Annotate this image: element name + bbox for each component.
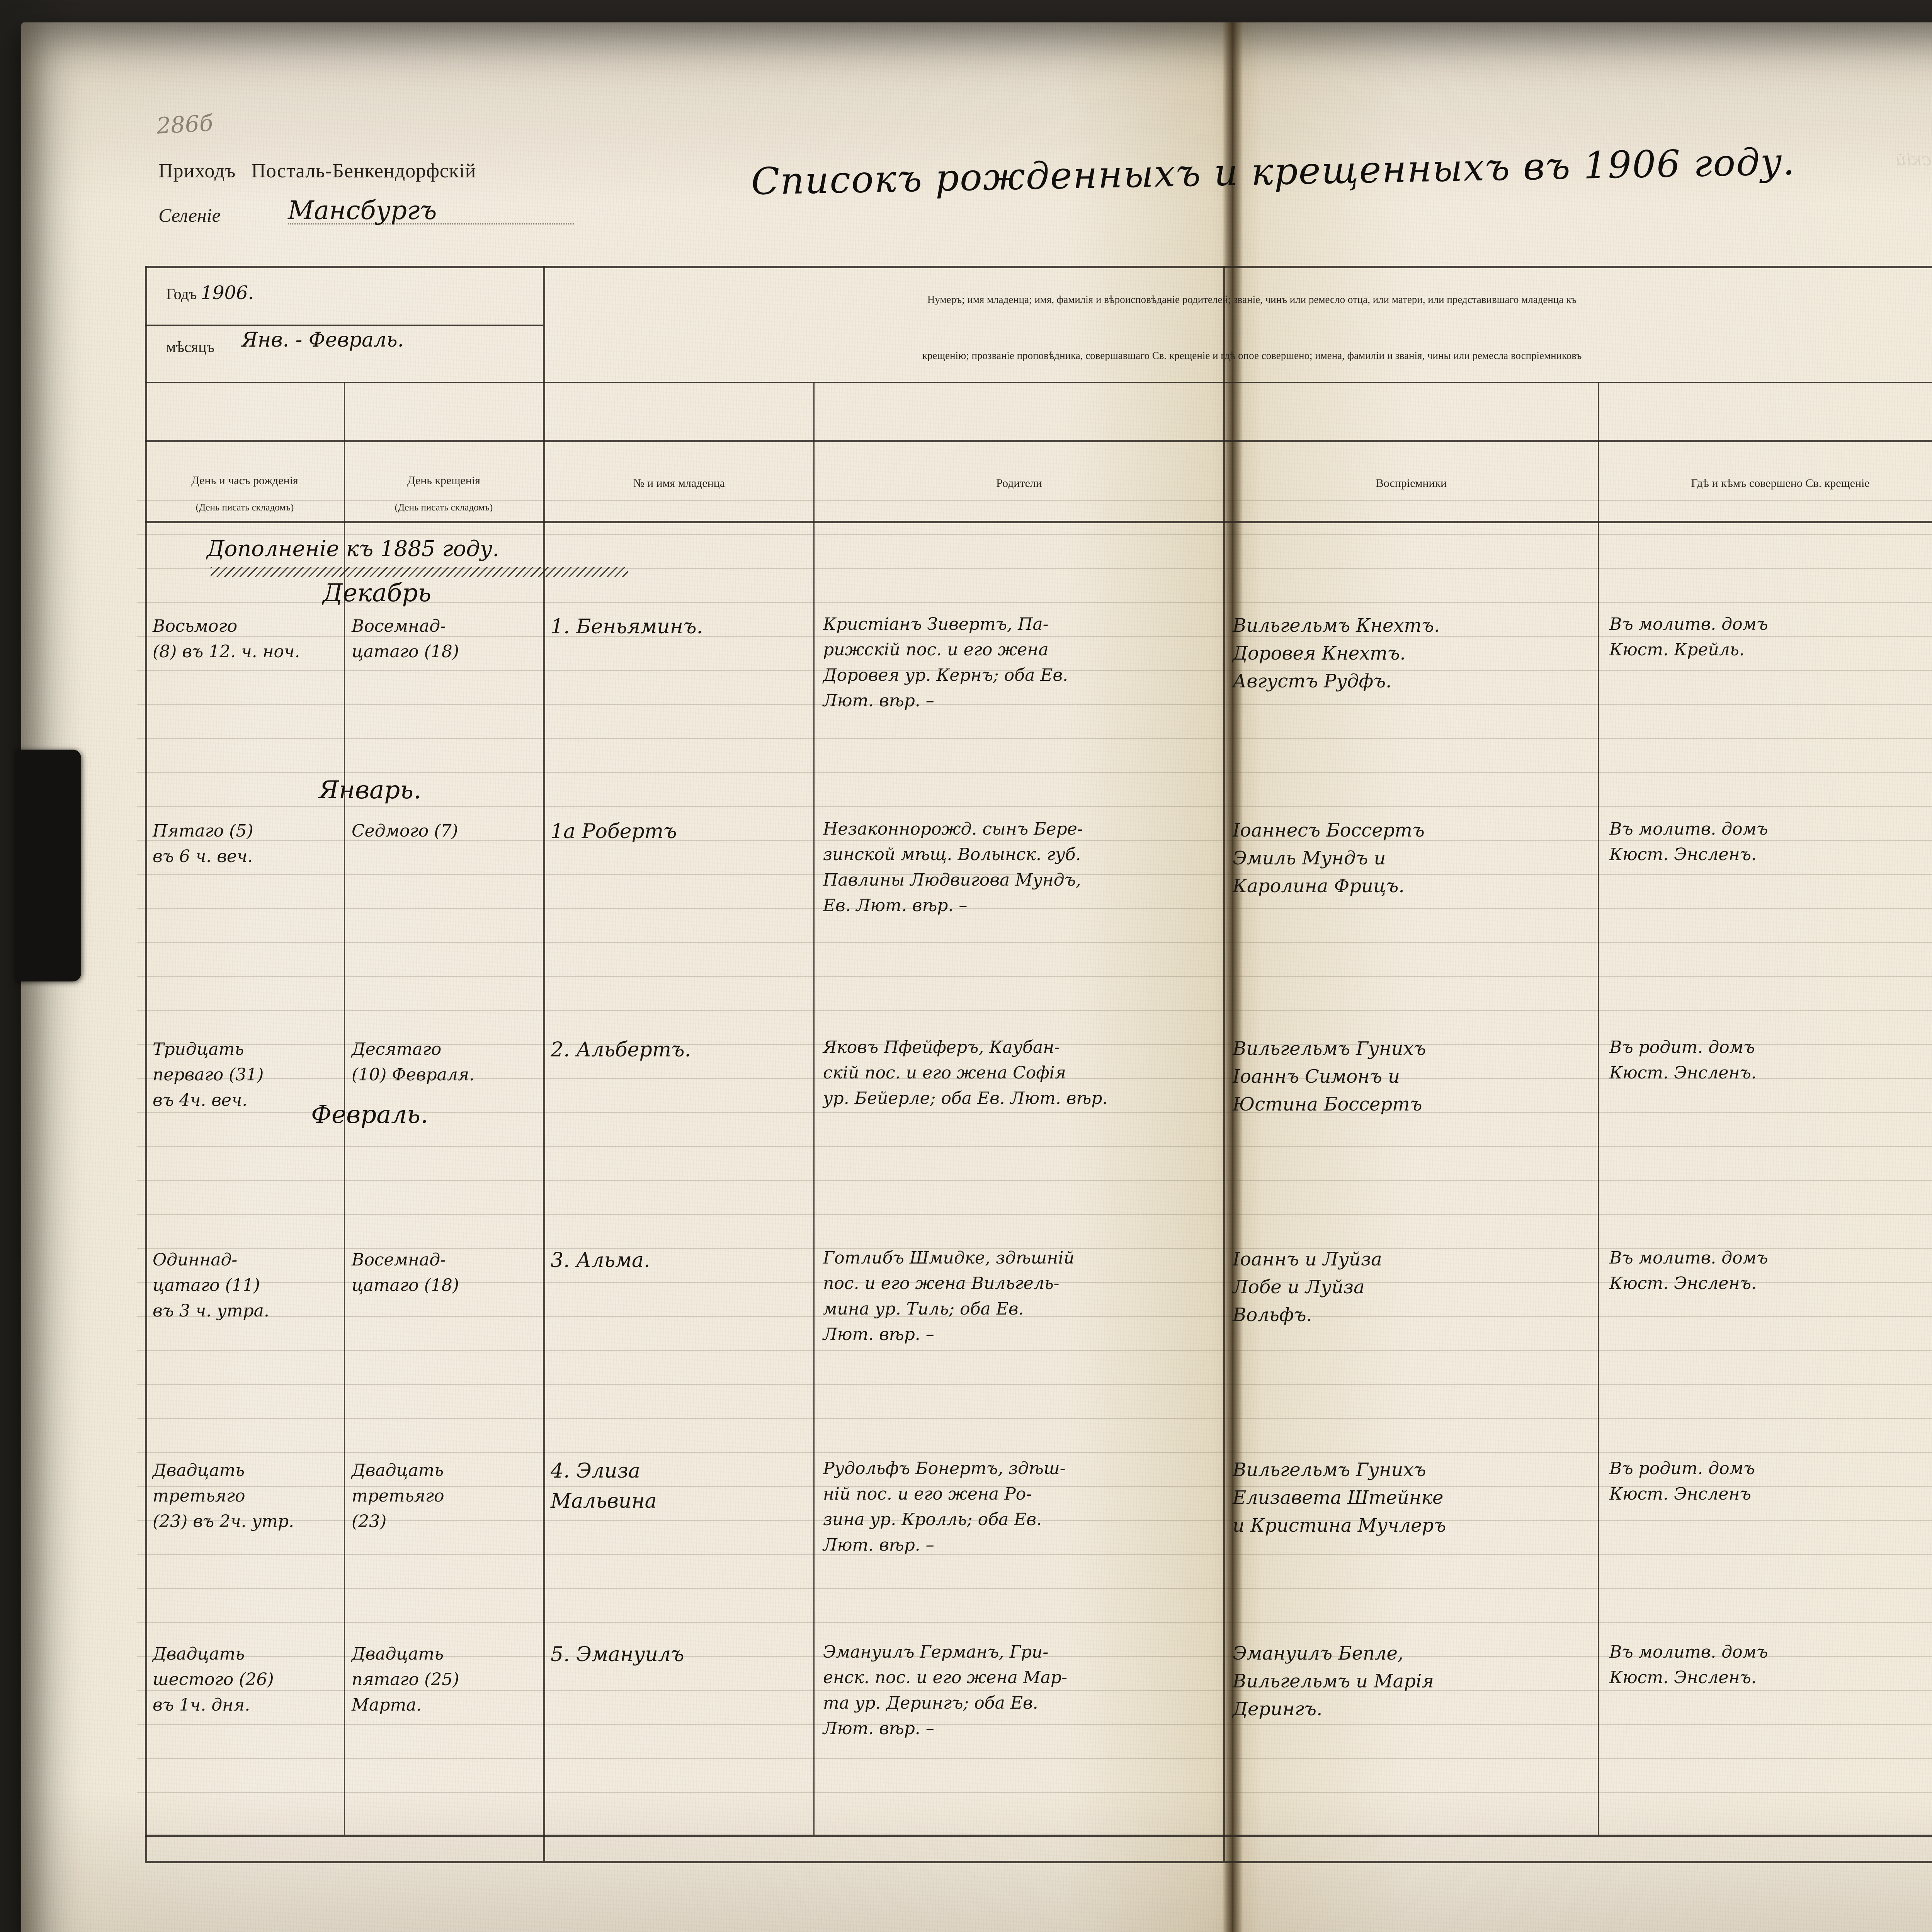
cell-place: Въ молитв. домъ Кюст. Энсленъ. — [1609, 1248, 1768, 1293]
register-table: Годъ 1906. мѣсяцъ Янв. - Февраль. Нумеръ… — [145, 266, 1932, 1863]
col-divider — [1598, 382, 1599, 1835]
col-divider — [813, 382, 815, 1835]
cell-child-name: 1а Робертъ — [551, 820, 677, 843]
section-heading-january: Январь. — [319, 776, 422, 804]
col-header-baptism-day: День крещенія — [346, 442, 541, 519]
cell-baptism-day: Седмого (7) — [352, 821, 458, 841]
cell-baptism-day: Восемнад- цатаго (18) — [352, 616, 459, 662]
spine-line — [1232, 69, 1233, 1932]
book-spread: Приходъ Посталь-Бенкендорфскій Селеніе М… — [21, 22, 1932, 1932]
village-dotted-rule — [288, 223, 574, 224]
totals-rule — [145, 1835, 1932, 1837]
page-title: Списокъ рожденныхъ и крещенныхъ въ 1906 … — [750, 140, 1796, 203]
month-value: Янв. - Февраль. — [242, 328, 404, 352]
cell-parents: Незаконнорожд. сынъ Бере- зинской мѣщ. В… — [823, 819, 1083, 915]
col-header-place: Гдѣ и кѣмъ совершено Св. крещеніе — [1691, 476, 1870, 490]
cell-parents: Кристіанъ Зивертъ, Па- рижскій пос. и ег… — [823, 614, 1068, 711]
cell-birth-day: Пятаго (5) въ 6 ч. веч. — [153, 821, 253, 866]
col-header-godparents: Воспріемники — [1376, 476, 1447, 490]
cell-place: Въ молитв. домъ Кюст. Энсленъ. — [1609, 1642, 1768, 1687]
cell-child-name: 4. Элиза Мальвина — [551, 1459, 657, 1513]
cell-godparents: Іоаннъ и Луйза Лобе и Луйза Вольфъ. — [1233, 1248, 1382, 1326]
parish-line: Приходъ Посталь-Бенкендорфскій — [158, 160, 476, 182]
header-rule — [145, 325, 543, 326]
group-header-line-2: крещенію; прозваніе проповѣдника, соверш… — [922, 350, 1582, 362]
table-bottom-border — [145, 1861, 1932, 1863]
header-bottom-border — [145, 521, 1932, 523]
col-header-label: День крещенія — [407, 474, 480, 487]
col-header-baptism-day-note: (День писать складомъ) — [395, 502, 493, 513]
table-top-border — [145, 266, 1932, 268]
month-label: мѣсяцъ — [166, 338, 215, 355]
cell-child-name: 5. Эмануилъ — [551, 1643, 684, 1666]
cell-place: Въ молитв. домъ Кюст. Энсленъ. — [1609, 819, 1768, 864]
col-divider — [344, 382, 345, 1835]
header-rule — [145, 382, 1932, 383]
cell-baptism-day: Двадцать пятаго (25) Марта. — [352, 1644, 459, 1715]
cell-birth-day: Восьмого (8) въ 12. ч. ноч. — [153, 616, 300, 662]
section-heading-february: Февраль. — [311, 1100, 429, 1129]
cell-parents: Яковъ Пфейферъ, Каубан- скій пос. и его … — [823, 1037, 1108, 1108]
parish-name: Посталь-Бенкендорфскій — [251, 160, 476, 182]
col-header-birth-day-note: (День писать складомъ) — [196, 502, 294, 513]
year-value: 1906. — [201, 282, 254, 304]
section-heading-december: Декабрь — [323, 579, 432, 607]
cell-parents: Эмануилъ Германъ, Гри- енск. пос. и его … — [823, 1642, 1068, 1738]
cell-godparents: Эмануилъ Бепле, Вильгельмъ и Марія Дерин… — [1233, 1643, 1434, 1720]
cell-godparents: Вильгельмъ Гунихъ Елизавета Штейнке и Кр… — [1233, 1459, 1446, 1536]
cell-birth-day: Тридцать перваго (31) въ 4ч. веч. — [153, 1039, 264, 1110]
year-label: Годъ — [166, 285, 197, 303]
table-left-border — [145, 266, 147, 1861]
cell-place: Въ молитв. домъ Кюст. Крейль. — [1609, 614, 1768, 660]
cell-child-name: 1. Беньяминъ. — [551, 615, 703, 638]
col-header-birth-day: День и часъ рожденія — [147, 442, 342, 519]
col-divider — [543, 266, 545, 1861]
cell-godparents: Вильгельмъ Кнехтъ. Доровея Кнехтъ. Авгус… — [1233, 615, 1440, 692]
cell-baptism-day: Двадцать третьяго (23) — [352, 1461, 444, 1531]
cell-birth-day: Одиннад- цатаго (11) въ 3 ч. утра. — [153, 1250, 269, 1321]
parish-label: Приходъ — [158, 160, 236, 182]
cell-godparents: Іоаннесъ Боссертъ Эмиль Мундъ и Каролина… — [1233, 820, 1425, 897]
col-header-label: День и часъ рожденія — [191, 474, 298, 487]
cell-child-name: 3. Альма. — [551, 1249, 650, 1272]
cell-baptism-day: Восемнад- цатаго (18) — [352, 1250, 459, 1295]
page-clamp — [15, 750, 81, 981]
cell-baptism-day: Десятаго (10) Февраля. — [352, 1039, 475, 1085]
cell-place: Въ родит. домъ Кюст. Энсленъ. — [1609, 1037, 1757, 1083]
cell-birth-day: Двадцать шестого (26) въ 1ч. дня. — [153, 1644, 274, 1715]
group-header-line-1: Нумеръ; имя младенца; имя, фамилія и вѣр… — [927, 294, 1577, 306]
cell-birth-day: Двадцать третьяго (23) въ 2ч. утр. — [153, 1461, 294, 1531]
cell-place: Въ родит. домъ Кюст. Энсленъ — [1609, 1459, 1755, 1504]
section-underline-squiggle — [211, 567, 628, 577]
year-field: Годъ 1906. — [166, 282, 254, 304]
cell-child-name: 2. Альбертъ. — [551, 1038, 691, 1061]
col-header-parents: Родители — [996, 476, 1042, 490]
village-label: Селеніе — [158, 204, 221, 226]
cell-godparents: Вильгельмъ Гунихъ Іоаннъ Симонъ и Юстина… — [1233, 1038, 1426, 1115]
cell-parents: Готлибъ Шмидке, здѣшній пос. и его жена … — [823, 1248, 1075, 1344]
archival-pencil-note: 286б — [156, 110, 214, 139]
cell-parents: Рудольфъ Бонертъ, здѣш- ній пос. и его ж… — [823, 1459, 1066, 1555]
section-heading-supplement: Дополненіе къ 1885 году. — [207, 536, 500, 561]
col-divider — [1223, 266, 1225, 1861]
header-rule — [145, 440, 1932, 442]
bleed-through-text: Приходъ Посталь-Бенкендорфскій — [1895, 150, 1932, 170]
col-header-child-name: № и имя младенца — [633, 476, 725, 490]
village-name: Мансбургъ — [288, 196, 437, 225]
